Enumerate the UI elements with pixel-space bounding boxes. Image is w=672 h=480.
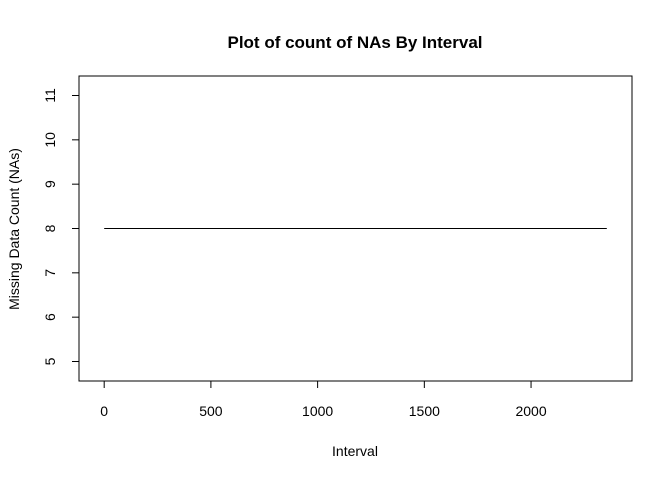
y-tick-label: 11 <box>42 88 58 103</box>
y-axis: 5 6 7 8 9 10 11 <box>42 88 80 365</box>
x-tick-label: 1500 <box>409 403 440 419</box>
y-tick-label: 5 <box>42 357 58 365</box>
x-tick-label: 1000 <box>302 403 333 419</box>
x-tick-label: 2000 <box>515 403 546 419</box>
y-tick-label: 10 <box>42 132 58 148</box>
y-tick-label: 9 <box>42 180 58 188</box>
chart-title: Plot of count of NAs By Interval <box>227 33 482 52</box>
x-tick-label: 500 <box>199 403 223 419</box>
x-tick-label: 0 <box>100 403 108 419</box>
y-tick-label: 7 <box>42 269 58 277</box>
y-tick-label: 8 <box>42 224 58 232</box>
x-axis-label: Interval <box>332 443 378 459</box>
x-axis: 0 500 1000 1500 2000 <box>100 380 547 419</box>
y-axis-label: Missing Data Count (NAs) <box>6 148 22 310</box>
y-tick-label: 6 <box>42 313 58 321</box>
